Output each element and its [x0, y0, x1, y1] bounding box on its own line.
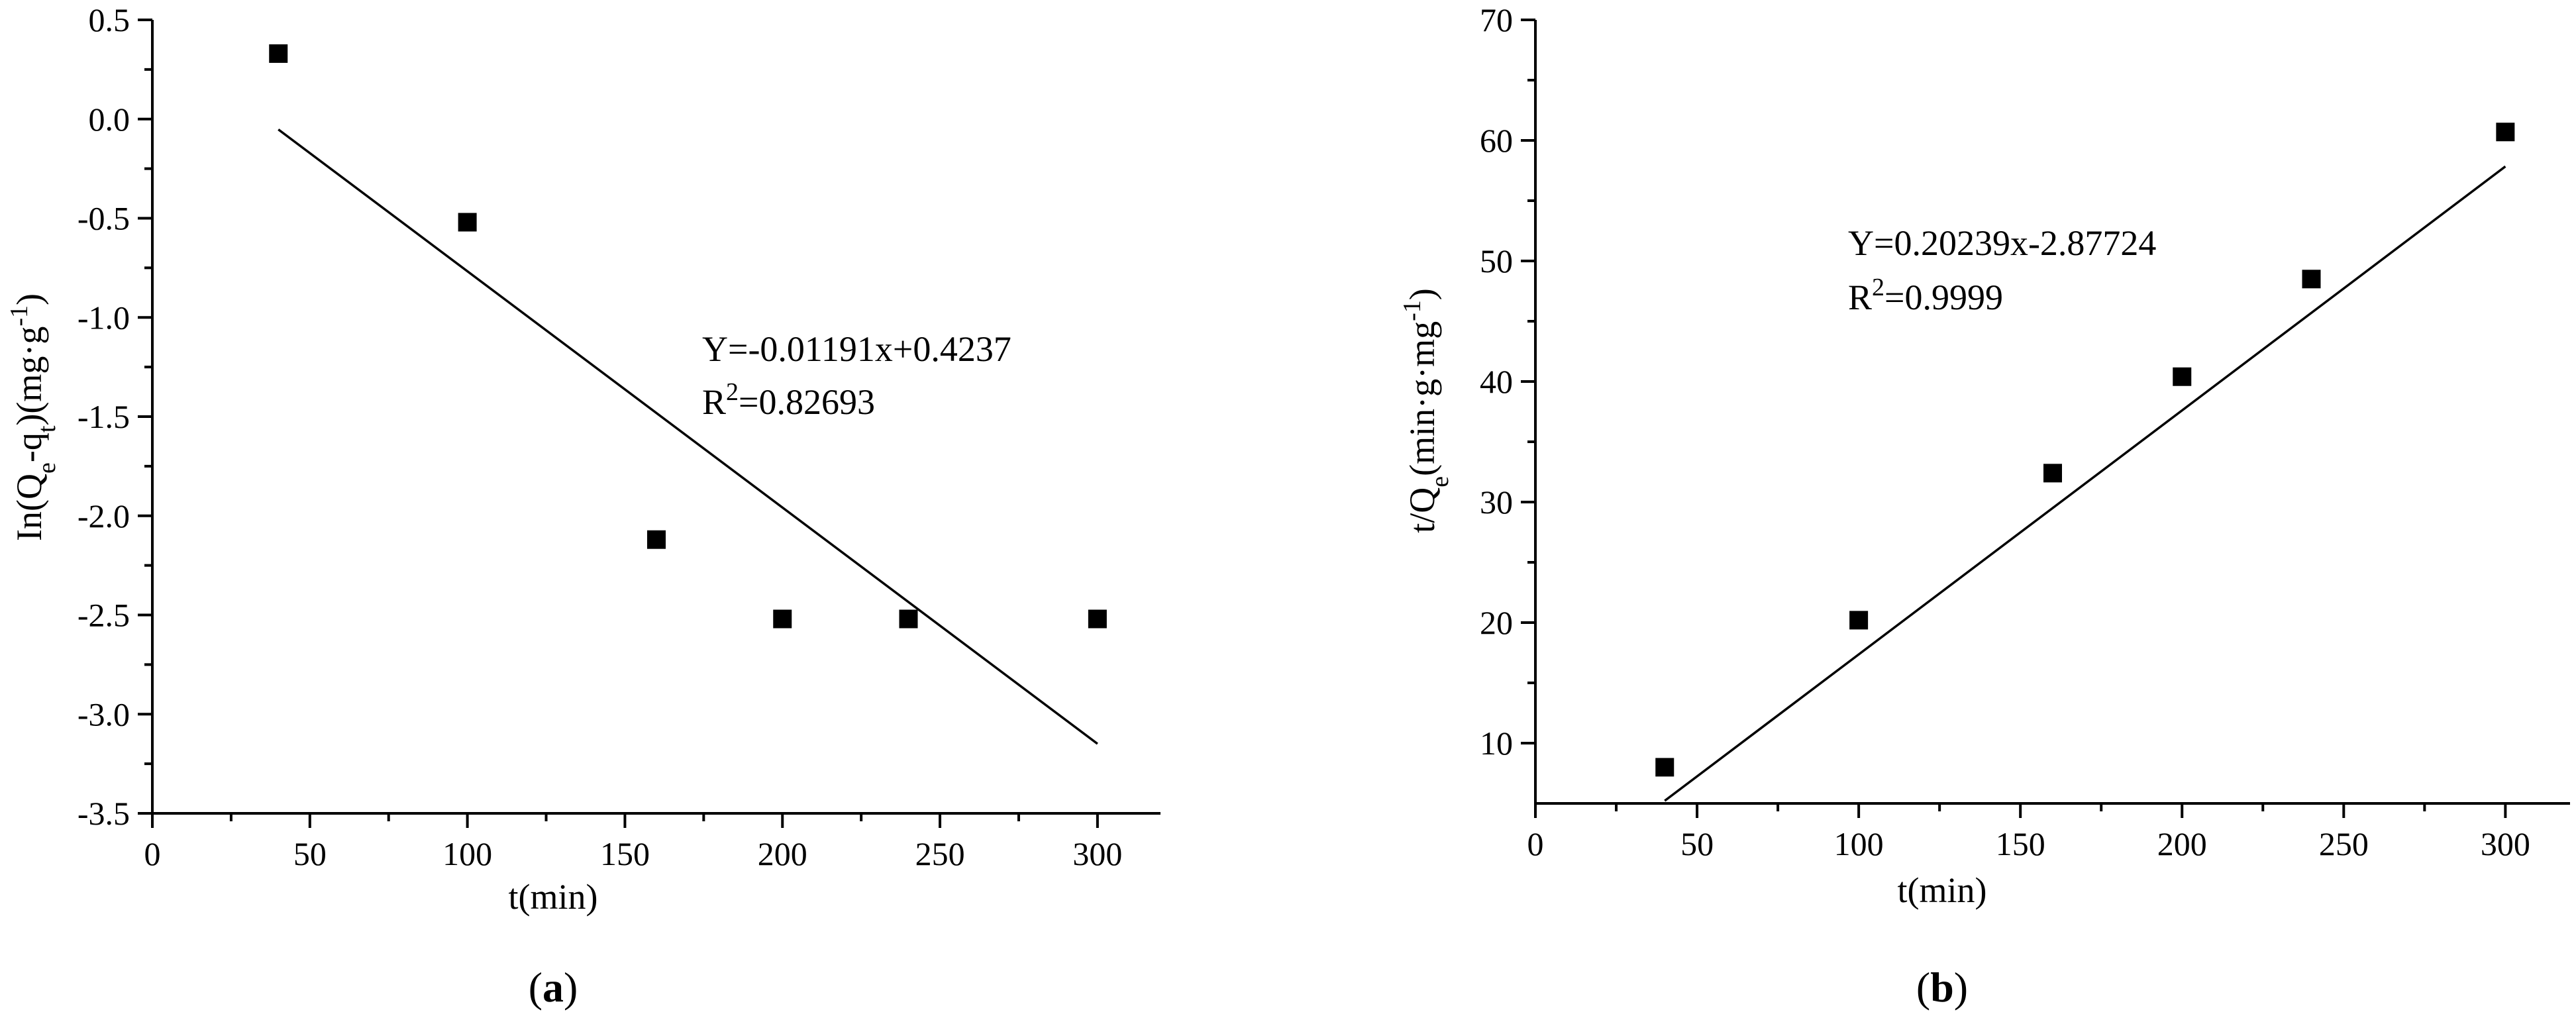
r-squared: R2=0.9999: [1848, 274, 2003, 317]
axis-ticks: 0 50 100 150 200 250 300 10 20 30 40 50 60 70: [1480, 1, 2530, 862]
y-tick-label: -1.0: [77, 299, 130, 336]
x-tick-label: 300: [1072, 835, 1122, 872]
data-points: [1655, 123, 2515, 777]
data-point: [1655, 758, 1674, 777]
y-tick-label: 0.0: [89, 101, 130, 138]
x-tick-label: 150: [1996, 825, 2045, 862]
r-squared: R2=0.82693: [702, 378, 875, 422]
x-axis-title: t(min): [1898, 870, 1987, 910]
panel-caption-a: (a): [529, 964, 578, 1011]
fit-line-layer: [278, 128, 1098, 745]
data-point: [458, 213, 477, 232]
data-point: [2496, 123, 2515, 142]
x-tick-label: 50: [293, 835, 327, 872]
x-tick-label: 150: [600, 835, 650, 872]
x-tick-label: 50: [1680, 825, 1714, 862]
x-tick-label: 250: [915, 835, 965, 872]
y-tick-label: 60: [1480, 122, 1513, 159]
x-tick-label: 100: [1834, 825, 1884, 862]
x-tick-label: 0: [144, 835, 161, 872]
y-axis-title: t/Qe(min·g·mg-1): [1398, 288, 1454, 533]
data-point: [647, 530, 666, 549]
fit-equation: Y=0.20239x-2.87724: [1848, 223, 2156, 263]
fit-line-layer: [1664, 165, 2506, 802]
y-tick-label: 40: [1480, 363, 1513, 400]
y-tick-label: 30: [1480, 484, 1513, 521]
chart-panel-a: 0 50 100 150 200 250 300 -3.5 -3.0 -2.5 -2.0 -1.5 -1…: [5, 1, 1160, 1011]
y-tick-label: 70: [1480, 1, 1513, 38]
y-tick-label: -1.5: [77, 398, 130, 435]
data-point: [773, 609, 792, 629]
y-tick-label: -2.5: [77, 597, 130, 634]
y-tick-label: 0.5: [89, 1, 130, 38]
y-tick-label: -3.0: [77, 695, 130, 733]
y-axis-title: In(Qe-qt)(mg·g-1): [5, 293, 61, 541]
plot-frame: [1534, 20, 2570, 805]
plot-frame: [151, 20, 1160, 815]
data-points: [269, 44, 1107, 629]
x-tick-label: 100: [442, 835, 492, 872]
x-tick-label: 200: [758, 835, 807, 872]
y-tick-label: 50: [1480, 242, 1513, 280]
data-point: [2173, 367, 2192, 386]
x-tick-label: 0: [1527, 825, 1544, 862]
data-point: [2302, 270, 2321, 289]
x-tick-label: 250: [2319, 825, 2369, 862]
fit-line: [278, 128, 1098, 745]
axis-ticks: 0 50 100 150 200 250 300 -3.5 -3.0 -2.5 -2.0 -1.5 -1…: [77, 1, 1123, 872]
y-tick-label: 10: [1480, 725, 1513, 762]
y-tick-label: -2.0: [77, 497, 130, 535]
data-point: [1849, 611, 1869, 630]
fit-line: [1664, 165, 2506, 802]
data-point: [1088, 609, 1107, 629]
x-axis-title: t(min): [509, 877, 598, 917]
y-tick-label: -0.5: [77, 200, 130, 237]
panel-caption-b: (b): [1916, 964, 1968, 1011]
data-point: [269, 44, 288, 63]
fit-equation: Y=-0.01191x+0.4237: [702, 329, 1011, 369]
x-tick-label: 300: [2481, 825, 2530, 862]
y-tick-label: 20: [1480, 604, 1513, 641]
data-point: [2043, 464, 2062, 483]
x-tick-label: 200: [2157, 825, 2207, 862]
y-tick-label: -3.5: [77, 795, 130, 832]
data-point: [899, 609, 918, 629]
